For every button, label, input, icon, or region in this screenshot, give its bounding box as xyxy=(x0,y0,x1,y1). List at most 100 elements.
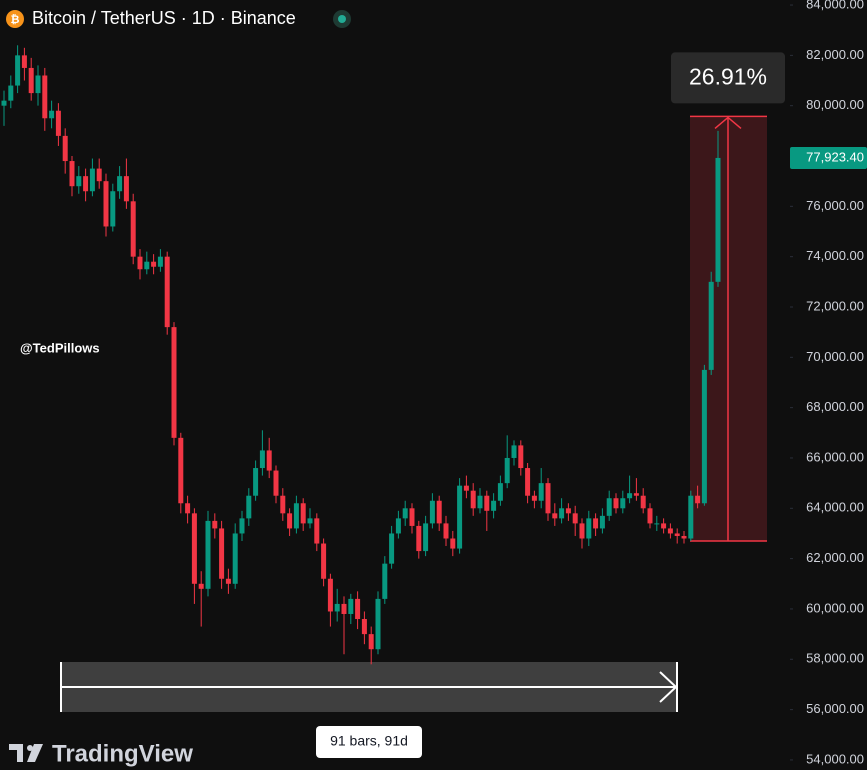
candle-body xyxy=(674,533,680,536)
price-range-label: 26.91% xyxy=(689,64,767,90)
candle-body xyxy=(450,538,456,549)
candle-body xyxy=(599,515,605,529)
candle-body xyxy=(15,55,21,86)
candle-body xyxy=(205,520,211,589)
candle-body xyxy=(8,85,14,101)
candle-body xyxy=(300,503,306,524)
candle-body xyxy=(232,533,238,584)
y-tick-label: 58,000.00 xyxy=(806,651,864,666)
candle-body xyxy=(321,543,327,579)
candle-body xyxy=(327,578,333,612)
candle-body xyxy=(35,75,41,94)
candle-body xyxy=(157,256,163,267)
candle-body xyxy=(511,445,517,458)
candle-body xyxy=(436,500,442,524)
brand-name: TradingView xyxy=(52,740,193,767)
candle-body xyxy=(715,157,721,282)
y-tick-label: 72,000.00 xyxy=(806,298,864,313)
candle-body xyxy=(429,500,435,524)
candle-body xyxy=(62,135,68,162)
candle-body xyxy=(681,535,687,539)
candle-body xyxy=(463,485,469,491)
brand-icon-slash xyxy=(27,744,43,762)
candle-body xyxy=(253,468,259,496)
candle-body xyxy=(470,490,476,509)
candle-body xyxy=(96,168,102,182)
candle-body xyxy=(552,513,558,519)
candle-body xyxy=(137,256,143,270)
candle-body xyxy=(708,281,714,370)
candle-body xyxy=(219,528,225,579)
candle-body xyxy=(402,508,408,519)
candle-body xyxy=(559,508,565,519)
y-tick-label: 66,000.00 xyxy=(806,449,864,464)
candle-body xyxy=(484,495,490,511)
y-tick-label: 60,000.00 xyxy=(806,600,864,615)
candle-body xyxy=(538,483,544,501)
last-price-label: 77,923.40 xyxy=(806,149,864,164)
candle-body xyxy=(620,498,626,509)
candle-body xyxy=(497,483,503,501)
candle-body xyxy=(545,483,551,514)
coin-icon xyxy=(6,10,24,28)
candle-body xyxy=(259,450,265,469)
candle-body xyxy=(688,495,694,539)
candle-body xyxy=(225,578,231,584)
candle-body xyxy=(531,495,537,501)
coin-icon-glyph: ₿ xyxy=(11,14,20,26)
candle-body xyxy=(613,498,619,509)
y-tick-label: 76,000.00 xyxy=(806,198,864,213)
candle-body xyxy=(28,67,34,94)
y-tick-label: 62,000.00 xyxy=(806,550,864,565)
candle-body xyxy=(307,518,313,524)
candle-body xyxy=(667,528,673,534)
brand-icon xyxy=(9,744,23,762)
candle-body xyxy=(409,508,415,526)
date-range-arrowhead xyxy=(659,671,678,703)
candle-body xyxy=(348,598,354,614)
candle-body xyxy=(191,513,197,584)
brand-logo xyxy=(9,744,43,762)
date-range-label: 91 bars, 91d xyxy=(330,733,408,749)
candle-body xyxy=(49,110,55,119)
candle-body xyxy=(382,563,388,599)
candle-body xyxy=(89,168,95,192)
y-tick-label: 82,000.00 xyxy=(806,47,864,62)
candle-body xyxy=(185,503,191,514)
y-tick-label: 80,000.00 xyxy=(806,97,864,112)
candle-body xyxy=(695,495,701,504)
y-tick-label: 84,000.00 xyxy=(806,0,864,11)
watermark: @TedPillows xyxy=(20,340,100,355)
candle-body xyxy=(130,201,136,257)
status-dot xyxy=(338,15,346,23)
candle-body xyxy=(361,619,367,635)
candle-body xyxy=(117,176,123,192)
candle-body xyxy=(525,468,531,496)
y-tick-label: 70,000.00 xyxy=(806,349,864,364)
candle-body xyxy=(273,470,279,496)
candle-body xyxy=(375,598,381,650)
candle-body xyxy=(212,520,218,529)
candle-body xyxy=(565,508,571,514)
range-layer: 26.91% 91 bars, 91d xyxy=(60,52,785,758)
candle-body xyxy=(389,533,395,564)
axis-layer: 84,000.0082,000.0080,000.0078,000.0076,0… xyxy=(790,0,867,766)
candle-body xyxy=(314,518,320,544)
candle-body xyxy=(123,176,129,202)
candle-body xyxy=(579,523,585,539)
chart-title: Bitcoin / TetherUS · 1D · Binance xyxy=(32,8,296,28)
candle-body xyxy=(76,176,82,187)
candle-body xyxy=(661,523,667,529)
candle-body xyxy=(368,634,374,650)
last-price-box xyxy=(790,146,867,169)
candle-body xyxy=(457,485,463,549)
candle-body xyxy=(334,603,340,612)
candle-body xyxy=(266,450,272,471)
candle-body xyxy=(640,495,646,509)
candle-body xyxy=(246,495,252,519)
candle-body xyxy=(110,191,116,227)
date-range-label-box xyxy=(316,726,422,758)
candle-body xyxy=(280,495,286,514)
candle-body xyxy=(55,110,61,136)
price-range-label-box xyxy=(671,52,785,104)
